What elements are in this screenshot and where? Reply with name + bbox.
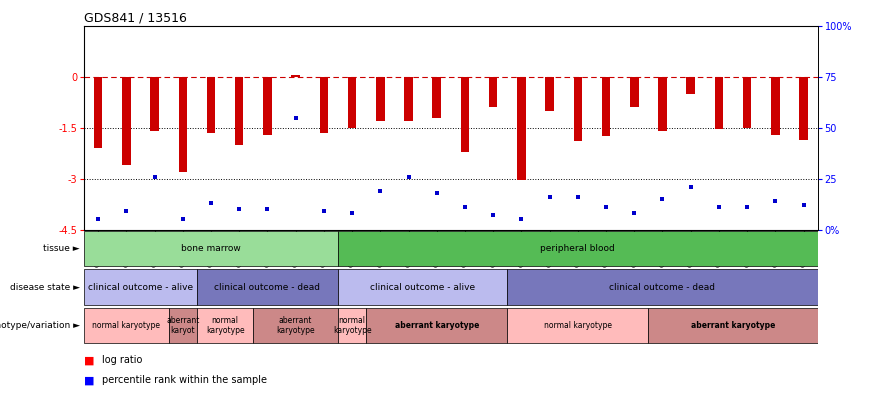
- Text: clinical outcome - alive: clinical outcome - alive: [370, 283, 476, 291]
- Bar: [659, 77, 667, 131]
- Bar: [179, 77, 187, 172]
- Bar: [366, 308, 507, 343]
- Point: [571, 194, 585, 200]
- Point: [683, 184, 697, 190]
- Point: [316, 208, 331, 215]
- Point: [712, 204, 726, 210]
- Bar: [545, 77, 554, 111]
- Bar: [404, 77, 413, 121]
- Bar: [197, 308, 254, 343]
- Text: clinical outcome - dead: clinical outcome - dead: [609, 283, 715, 291]
- Point: [458, 204, 472, 210]
- Text: genotype/variation ►: genotype/variation ►: [0, 321, 80, 330]
- Text: normal
karyotype: normal karyotype: [206, 316, 244, 335]
- Bar: [507, 270, 818, 305]
- Text: aberrant
karyotype: aberrant karyotype: [277, 316, 315, 335]
- Text: aberrant karyotype: aberrant karyotype: [394, 321, 479, 330]
- Point: [345, 210, 359, 217]
- Bar: [648, 308, 818, 343]
- Point: [514, 216, 529, 223]
- Text: clinical outcome - dead: clinical outcome - dead: [215, 283, 320, 291]
- Text: log ratio: log ratio: [102, 355, 142, 366]
- Point: [543, 194, 557, 200]
- Point: [740, 204, 754, 210]
- Bar: [771, 77, 780, 135]
- Text: ■: ■: [84, 375, 95, 385]
- Point: [486, 212, 500, 219]
- Bar: [84, 231, 338, 267]
- Point: [599, 204, 613, 210]
- Point: [288, 114, 302, 121]
- Bar: [630, 77, 638, 107]
- Bar: [150, 77, 159, 131]
- Bar: [743, 77, 751, 128]
- Point: [204, 200, 218, 206]
- Text: bone marrow: bone marrow: [181, 244, 240, 253]
- Point: [655, 196, 669, 202]
- Point: [373, 188, 387, 194]
- Bar: [94, 77, 103, 148]
- Bar: [197, 270, 338, 305]
- Text: aberrant
karyot: aberrant karyot: [166, 316, 200, 335]
- Bar: [347, 77, 356, 128]
- Point: [628, 210, 642, 217]
- Bar: [461, 77, 469, 152]
- Bar: [714, 77, 723, 129]
- Text: ■: ■: [84, 355, 95, 366]
- Point: [176, 216, 190, 223]
- Text: GDS841 / 13516: GDS841 / 13516: [84, 11, 187, 25]
- Point: [119, 208, 133, 215]
- Bar: [338, 231, 818, 267]
- Bar: [254, 308, 338, 343]
- Point: [148, 173, 162, 180]
- Bar: [338, 270, 507, 305]
- Text: percentile rank within the sample: percentile rank within the sample: [102, 375, 267, 385]
- Bar: [84, 270, 197, 305]
- Bar: [687, 77, 695, 94]
- Text: normal karyotype: normal karyotype: [92, 321, 160, 330]
- Bar: [338, 308, 366, 343]
- Bar: [169, 308, 197, 343]
- Bar: [376, 77, 385, 121]
- Text: peripheral blood: peripheral blood: [540, 244, 615, 253]
- Bar: [799, 77, 808, 140]
- Text: disease state ►: disease state ►: [10, 283, 80, 291]
- Point: [91, 216, 105, 223]
- Point: [430, 190, 444, 196]
- Point: [796, 202, 811, 208]
- Text: tissue ►: tissue ►: [43, 244, 80, 253]
- Text: aberrant karyotype: aberrant karyotype: [691, 321, 775, 330]
- Bar: [292, 75, 300, 77]
- Text: clinical outcome - alive: clinical outcome - alive: [88, 283, 193, 291]
- Bar: [263, 77, 271, 135]
- Bar: [207, 77, 215, 133]
- Bar: [320, 77, 328, 133]
- Point: [401, 173, 415, 180]
- Bar: [489, 77, 498, 107]
- Bar: [507, 308, 648, 343]
- Bar: [235, 77, 243, 145]
- Text: normal karyotype: normal karyotype: [544, 321, 612, 330]
- Bar: [84, 308, 169, 343]
- Bar: [574, 77, 582, 141]
- Bar: [122, 77, 131, 165]
- Point: [232, 206, 247, 212]
- Bar: [517, 77, 526, 181]
- Bar: [602, 77, 610, 136]
- Point: [261, 206, 275, 212]
- Point: [768, 198, 782, 204]
- Text: normal
karyotype: normal karyotype: [332, 316, 371, 335]
- Bar: [432, 77, 441, 118]
